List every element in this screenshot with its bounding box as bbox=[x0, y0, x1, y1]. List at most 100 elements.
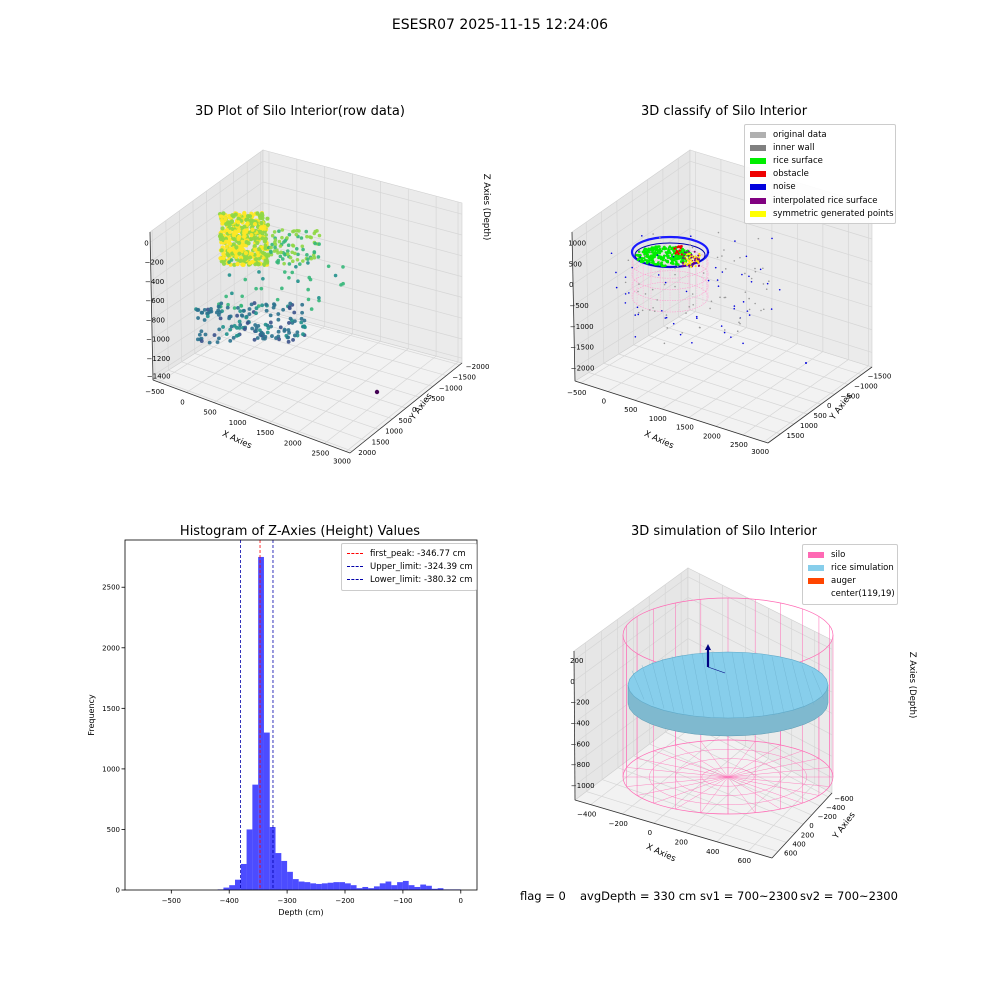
silo-floor-spoke bbox=[675, 744, 729, 778]
rice-surface-point bbox=[674, 260, 678, 264]
rice-surface-point bbox=[637, 257, 640, 261]
rice-mesh-line bbox=[631, 670, 645, 700]
silo-floor-spoke bbox=[727, 744, 781, 778]
legend-item-rice-simulation: rice simulation bbox=[808, 561, 894, 574]
interpolated-point bbox=[681, 261, 684, 264]
rice-mesh-line bbox=[711, 652, 725, 718]
data-point bbox=[232, 323, 237, 328]
noise-point bbox=[624, 276, 627, 278]
x-tick-label: −500 bbox=[145, 388, 164, 396]
z-tick-label: −200 bbox=[145, 259, 164, 267]
noise-point bbox=[766, 282, 769, 285]
histogram-bar bbox=[362, 886, 369, 890]
data-point bbox=[229, 219, 235, 224]
data-point bbox=[292, 310, 297, 315]
data-point bbox=[277, 229, 281, 233]
original-point bbox=[674, 267, 676, 270]
noise-point bbox=[664, 281, 667, 284]
data-point bbox=[236, 216, 241, 221]
z-gridline bbox=[262, 304, 463, 359]
y-gridline bbox=[192, 200, 196, 354]
data-point bbox=[199, 339, 204, 343]
y-tick-label: 2500 bbox=[102, 584, 120, 592]
noise-point bbox=[778, 288, 781, 291]
original-point bbox=[709, 307, 711, 310]
interpolated-point bbox=[681, 257, 684, 260]
data-point bbox=[224, 294, 228, 299]
rice-surface-point bbox=[658, 247, 662, 251]
data-point bbox=[230, 213, 235, 218]
data-point bbox=[224, 227, 230, 233]
y-gridline bbox=[221, 336, 420, 398]
noise-point bbox=[716, 279, 719, 281]
original-point bbox=[724, 296, 727, 299]
z-gridline bbox=[574, 617, 689, 702]
histogram-bar bbox=[298, 881, 305, 890]
x-tick-label: 0 bbox=[602, 398, 606, 406]
z-gridline bbox=[687, 597, 833, 671]
rice-surface-point bbox=[670, 253, 674, 257]
histogram-bar bbox=[229, 885, 235, 890]
data-point bbox=[287, 262, 292, 266]
symmetric-point bbox=[688, 253, 691, 256]
x-tick-label: 400 bbox=[706, 848, 719, 856]
x-gridline bbox=[607, 319, 722, 392]
x-tick-label: 0 bbox=[459, 897, 463, 905]
y-gridline bbox=[585, 642, 587, 792]
symmetric-point bbox=[683, 263, 686, 266]
legend-label: rice surface bbox=[773, 155, 823, 166]
original-point bbox=[721, 255, 723, 257]
flag-text: flag = 0 bbox=[520, 889, 566, 903]
data-point bbox=[252, 301, 257, 305]
noise-point bbox=[685, 290, 688, 293]
silo-floor-spoke bbox=[727, 758, 819, 778]
symmetric-point bbox=[696, 260, 699, 263]
rice-mesh-line bbox=[681, 654, 695, 716]
data-point bbox=[277, 337, 282, 342]
data-point bbox=[228, 338, 233, 343]
x-tick-label: 0 bbox=[180, 398, 184, 406]
z-gridline bbox=[689, 250, 873, 308]
x-tick-label: −400 bbox=[577, 811, 596, 819]
data-point bbox=[247, 255, 253, 260]
y-gridline bbox=[616, 200, 620, 355]
obstacle-point bbox=[680, 253, 683, 256]
histogram-bar bbox=[275, 853, 282, 890]
original-point bbox=[748, 308, 751, 311]
data-point bbox=[236, 236, 241, 242]
z-gridline bbox=[262, 160, 463, 215]
obstacle-point bbox=[673, 247, 676, 250]
x-gridline bbox=[590, 720, 700, 805]
interpolated-point bbox=[685, 251, 688, 254]
legend-item-center: center(119,19) bbox=[808, 588, 895, 601]
data-point bbox=[232, 306, 237, 310]
original-point bbox=[733, 260, 736, 262]
data-point bbox=[283, 270, 287, 274]
noise-point bbox=[750, 280, 753, 283]
rice-surface-point bbox=[649, 254, 652, 258]
legend-swatch bbox=[750, 171, 766, 178]
histogram-bar bbox=[356, 888, 363, 890]
interpolated-point bbox=[692, 263, 695, 266]
data-point bbox=[263, 258, 268, 263]
data-point bbox=[256, 253, 261, 258]
x-tick-label: 200 bbox=[675, 838, 688, 846]
data-point bbox=[232, 237, 237, 242]
histogram-bar bbox=[391, 885, 398, 890]
original-point bbox=[736, 330, 739, 333]
original-point bbox=[691, 293, 694, 295]
data-point bbox=[202, 318, 207, 322]
data-point bbox=[317, 298, 321, 303]
rice-surface-point bbox=[666, 256, 670, 259]
original-point bbox=[754, 302, 756, 305]
data-point bbox=[241, 243, 246, 248]
z-gridline bbox=[574, 295, 691, 368]
histogram-bar bbox=[437, 888, 444, 890]
data-point bbox=[227, 273, 232, 277]
noise-point bbox=[665, 316, 668, 319]
data-point bbox=[272, 302, 276, 307]
original-point bbox=[689, 244, 692, 246]
data-point bbox=[233, 250, 238, 255]
noise-point bbox=[615, 271, 617, 274]
noise-point bbox=[648, 262, 650, 265]
